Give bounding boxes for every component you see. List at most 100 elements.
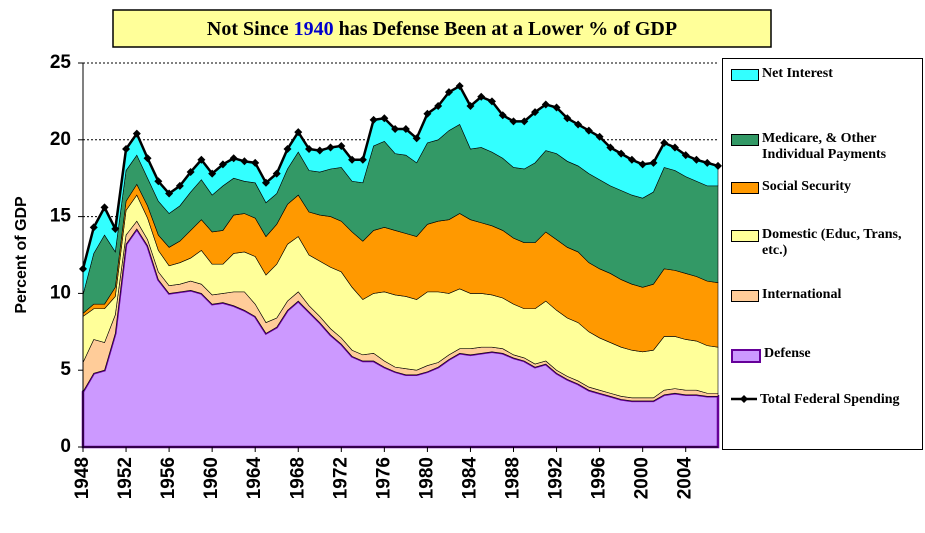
total-marker	[380, 114, 389, 123]
total-marker	[617, 149, 626, 158]
total-marker	[552, 103, 561, 112]
total-marker	[348, 155, 357, 164]
total-marker	[595, 132, 604, 141]
total-marker	[294, 128, 303, 137]
total-marker	[649, 158, 658, 167]
legend-swatch	[731, 134, 759, 146]
x-tick-label: 1992	[546, 457, 567, 499]
legend-item: Domestic (Educ, Trans, etc.)	[731, 227, 925, 259]
y-tick-label: 25	[50, 52, 72, 73]
total-marker	[358, 155, 367, 164]
total-marker	[132, 129, 141, 138]
x-tick-label: 1964	[244, 457, 265, 500]
total-marker	[283, 145, 292, 154]
title-part: Not Since	[207, 18, 289, 40]
x-tick-label: 1972	[330, 457, 351, 499]
areas	[79, 82, 722, 449]
legend-swatch	[731, 69, 759, 81]
total-marker	[703, 158, 712, 167]
x-tick-label: 1988	[503, 457, 524, 499]
legend-swatch	[731, 392, 757, 406]
total-marker	[272, 169, 281, 178]
total-marker	[412, 134, 421, 143]
total-marker	[218, 160, 227, 169]
total-marker	[692, 155, 701, 164]
x-tick-label: 2000	[632, 457, 653, 499]
x-tick-label: 1980	[416, 457, 437, 499]
total-marker	[369, 115, 378, 124]
total-marker	[434, 102, 443, 111]
legend-label: Total Federal Spending	[760, 392, 900, 407]
total-marker	[154, 177, 163, 186]
x-tick-label: 1984	[459, 457, 480, 500]
total-marker	[487, 97, 496, 106]
legend-item: Net Interest	[731, 66, 925, 82]
total-marker	[315, 146, 324, 155]
legend-label: Domestic (Educ, Trans, etc.)	[762, 227, 902, 258]
total-marker	[477, 92, 486, 101]
legend-label: International	[762, 287, 842, 302]
legend-label: Social Security	[762, 179, 852, 194]
total-marker	[466, 102, 475, 111]
total-marker	[143, 154, 152, 163]
y-axis-label: Percent of GDP	[13, 196, 30, 314]
total-marker	[638, 160, 647, 169]
total-marker	[423, 109, 432, 118]
total-marker	[498, 111, 507, 120]
total-marker	[175, 181, 184, 190]
total-marker	[509, 117, 518, 126]
total-marker	[444, 88, 453, 97]
x-tick-label: 1976	[373, 457, 394, 499]
total-marker	[584, 126, 593, 135]
title-box	[112, 9, 772, 48]
legend-label: Medicare, & Other Individual Payments	[762, 131, 887, 162]
total-marker	[401, 125, 410, 134]
x-tick-label: 2004	[675, 457, 696, 500]
y-tick-label: 0	[60, 436, 71, 457]
total-marker	[100, 203, 109, 212]
legend-swatch	[731, 182, 759, 194]
total-marker	[89, 223, 98, 232]
legend-item: International	[731, 287, 925, 303]
x-tick-label: 1996	[589, 457, 610, 499]
total-marker	[681, 151, 690, 160]
legend-swatch	[731, 290, 759, 302]
chart-title: Not Since 1940 has Defense Been at a Low…	[207, 18, 677, 40]
x-tick-label: 1952	[115, 457, 136, 499]
total-marker	[714, 161, 722, 170]
axes: 0 5 10 15 20 25 1948 1952 1956 1960 1964 1968 1972 19…	[50, 52, 718, 499]
total-marker	[165, 189, 174, 198]
x-tick-label: 1960	[201, 457, 222, 499]
legend: Net Interest Medicare, & Other Individual…	[722, 58, 923, 450]
total-marker	[208, 169, 217, 178]
total-marker	[305, 145, 314, 154]
total-marker	[531, 108, 540, 117]
total-marker	[251, 158, 260, 167]
total-marker	[563, 114, 572, 123]
legend-item: Social Security	[731, 179, 925, 195]
total-marker	[122, 145, 131, 154]
total-marker	[197, 155, 206, 164]
y-tick-label: 15	[50, 206, 72, 227]
total-marker	[326, 143, 335, 152]
legend-swatch	[731, 349, 761, 363]
x-tick-label: 1968	[287, 457, 308, 499]
title-highlight: 1940	[294, 18, 334, 40]
total-marker	[391, 125, 400, 134]
total-marker	[520, 117, 529, 126]
legend-item: Medicare, & Other Individual Payments	[731, 131, 925, 163]
y-tick-label: 5	[60, 359, 71, 380]
y-tick-label: 20	[50, 129, 71, 150]
x-tick-label: 1948	[72, 457, 93, 499]
legend-item: Defense	[731, 346, 925, 363]
total-marker	[541, 100, 550, 109]
total-marker	[627, 155, 636, 164]
total-marker	[186, 168, 195, 177]
legend-label: Defense	[764, 346, 811, 361]
legend-label: Net Interest	[762, 66, 833, 81]
legend-line	[731, 395, 757, 403]
y-tick-label: 10	[50, 282, 71, 303]
total-marker	[261, 178, 270, 187]
